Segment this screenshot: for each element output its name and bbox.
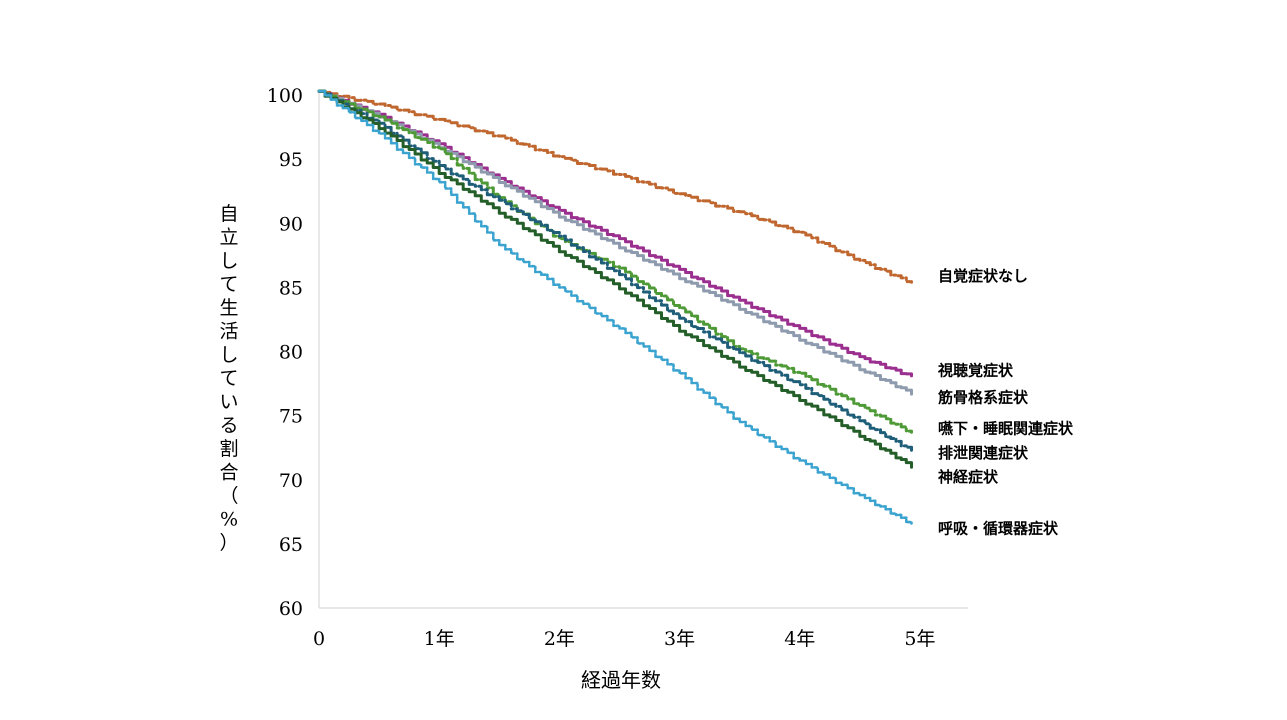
series-line <box>317 89 913 378</box>
x-tick-label: 3年 <box>664 628 695 650</box>
series-label: 自覚症状なし <box>938 267 1028 285</box>
y-axis-title-char: 活 <box>219 321 238 343</box>
series-line <box>317 89 913 469</box>
y-axis-title-char: い <box>219 391 238 413</box>
x-tick-label: 1年 <box>424 628 455 650</box>
y-axis-title-char: し <box>219 250 238 272</box>
y-tick-label: 80 <box>279 342 303 364</box>
series-label: 排泄関連症状 <box>938 444 1029 462</box>
y-axis-title-char: 生 <box>219 297 238 319</box>
y-ticks: 100 95 90 85 80 75 70 65 60 <box>267 85 303 620</box>
x-tick-label: 0 <box>313 628 325 650</box>
y-axis-title-char: 合 <box>219 462 238 484</box>
y-tick-label: 95 <box>279 149 303 171</box>
x-tick-label: 4年 <box>784 628 815 650</box>
y-axis-title-char: て <box>219 368 238 390</box>
y-axis-title-char: し <box>219 344 238 366</box>
x-tick-label: 5年 <box>904 628 935 650</box>
axes <box>318 93 968 609</box>
series-label: 呼吸・循環器症状 <box>938 519 1059 537</box>
series-lines <box>317 89 913 525</box>
y-axis-title-char: 自 <box>219 203 238 225</box>
x-axis-title: 経過年数 <box>581 668 661 692</box>
series-line <box>317 89 913 284</box>
series-labels: 自覚症状なし視聴覚症状筋骨格系症状嚥下・睡眠関連症状排泄関連症状神経症状呼吸・循… <box>937 267 1074 538</box>
y-tick-label: 85 <box>279 277 303 299</box>
y-tick-label: 90 <box>279 213 303 235</box>
y-axis-title-char: （ <box>219 485 238 507</box>
series-label: 嚥下・睡眠関連症状 <box>938 419 1074 437</box>
y-axis-title-char: 立 <box>219 227 238 249</box>
series-label: 視聴覚症状 <box>937 362 1014 380</box>
x-tick-label: 2年 <box>544 628 575 650</box>
y-tick-label: 70 <box>279 470 303 492</box>
y-axis-title-char: % <box>220 509 238 531</box>
series-line <box>317 89 913 396</box>
series-label: 筋骨格系症状 <box>937 389 1029 407</box>
series-label: 神経症状 <box>938 468 999 486</box>
y-tick-label: 65 <box>279 534 303 556</box>
series-line <box>317 89 913 452</box>
x-ticks: 0 1年 2年 3年 4年 5年 <box>313 628 936 650</box>
y-tick-label: 100 <box>267 85 303 107</box>
y-axis-title-char: ） <box>219 532 238 554</box>
y-tick-label: 60 <box>279 598 303 620</box>
y-tick-label: 75 <box>279 406 303 428</box>
series-line <box>317 89 913 434</box>
series-line <box>317 89 913 525</box>
y-axis-title-char: 割 <box>219 438 238 460</box>
y-axis-title-char: て <box>219 274 238 296</box>
y-axis-title-char: る <box>219 415 238 437</box>
